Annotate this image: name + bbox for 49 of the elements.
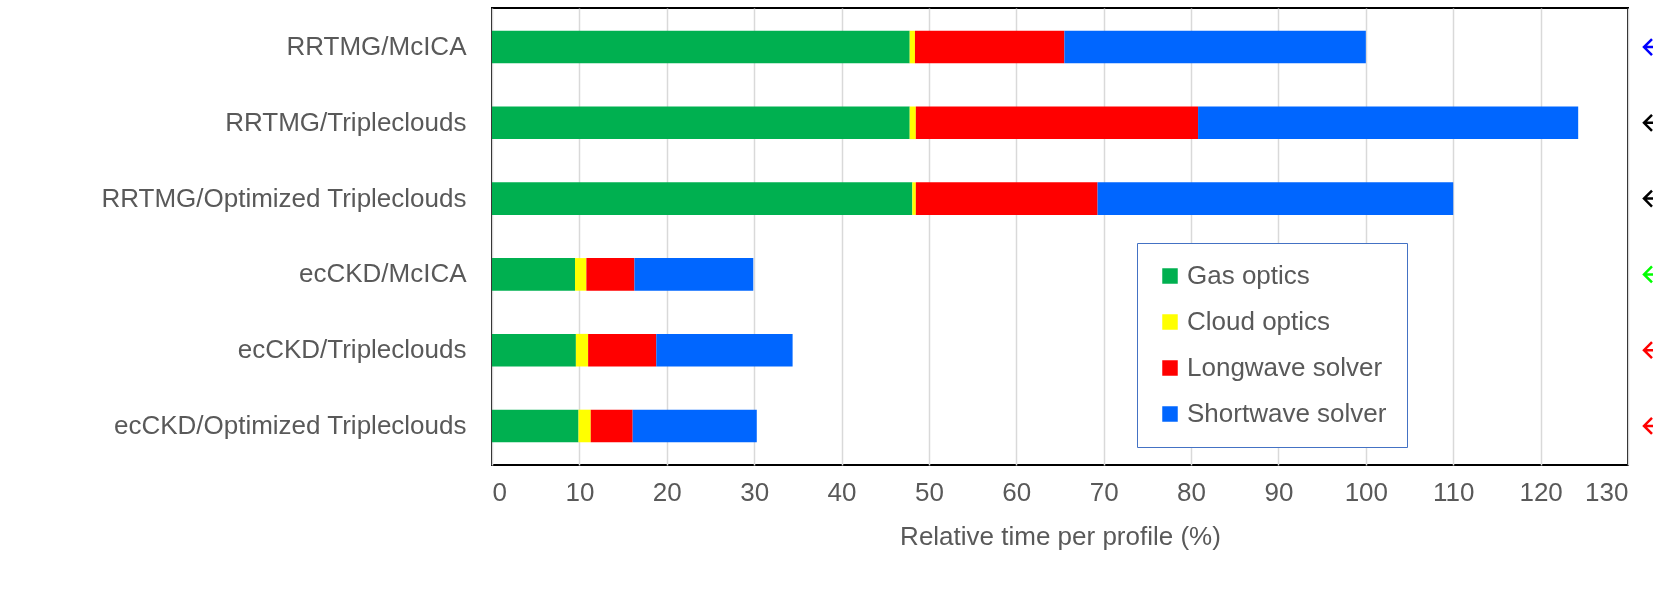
bar <box>914 30 1065 64</box>
bar <box>912 182 916 215</box>
x-tick-label: 0 <box>492 476 507 507</box>
bar <box>492 409 579 443</box>
bar <box>492 258 576 291</box>
legend-label: Shortwave solver <box>1187 398 1387 428</box>
bar <box>632 409 757 443</box>
bar <box>492 30 910 64</box>
x-tick-label: 50 <box>914 476 944 507</box>
bar <box>634 258 754 291</box>
bar <box>1097 182 1454 215</box>
x-tick-label: 70 <box>1089 476 1119 507</box>
y-tick-label: ecCKD/McICA <box>298 258 468 289</box>
x-tick-label: 40 <box>827 476 857 507</box>
y-tick-label: RRTMG/Optimized Tripleclouds <box>101 182 467 213</box>
x-tick-label: 90 <box>1264 476 1294 507</box>
bar <box>575 333 589 367</box>
x-tick-label: 100 <box>1344 476 1389 507</box>
legend-label: Gas optics <box>1187 260 1310 290</box>
x-tick-label: 80 <box>1177 476 1207 507</box>
bar <box>590 409 633 443</box>
bar <box>915 106 1199 140</box>
y-tick-label: ecCKD/Optimized Tripleclouds <box>113 409 467 440</box>
bar <box>492 106 910 140</box>
bar <box>575 258 587 291</box>
y-tick-label: RRTMG/Tripleclouds <box>225 106 467 137</box>
bar <box>1198 106 1579 140</box>
x-tick-label: 30 <box>740 476 770 507</box>
x-tick-label: 60 <box>1002 476 1032 507</box>
x-tick-label: 110 <box>1433 476 1475 507</box>
bar <box>656 333 793 367</box>
y-tick-label: RRTMG/McICA <box>286 31 468 62</box>
bar <box>578 409 591 443</box>
bar <box>492 333 576 367</box>
bar <box>909 30 915 64</box>
bar <box>588 333 657 367</box>
legend-label: Cloud optics <box>1187 306 1331 336</box>
bar <box>586 258 635 291</box>
bar <box>909 106 916 140</box>
bar <box>1064 30 1366 64</box>
bar <box>915 182 1098 215</box>
x-axis-title: Relative time per profile (%) <box>900 520 1221 551</box>
x-tick-label: 10 <box>565 476 595 507</box>
x-tick-label: 120 <box>1519 476 1563 507</box>
x-tick-label: 20 <box>652 476 682 507</box>
y-tick-label: ecCKD/Tripleclouds <box>237 334 467 365</box>
legend-label: Longwave solver <box>1187 352 1383 382</box>
bar <box>492 182 913 215</box>
x-tick-label: 130 <box>1585 476 1629 507</box>
